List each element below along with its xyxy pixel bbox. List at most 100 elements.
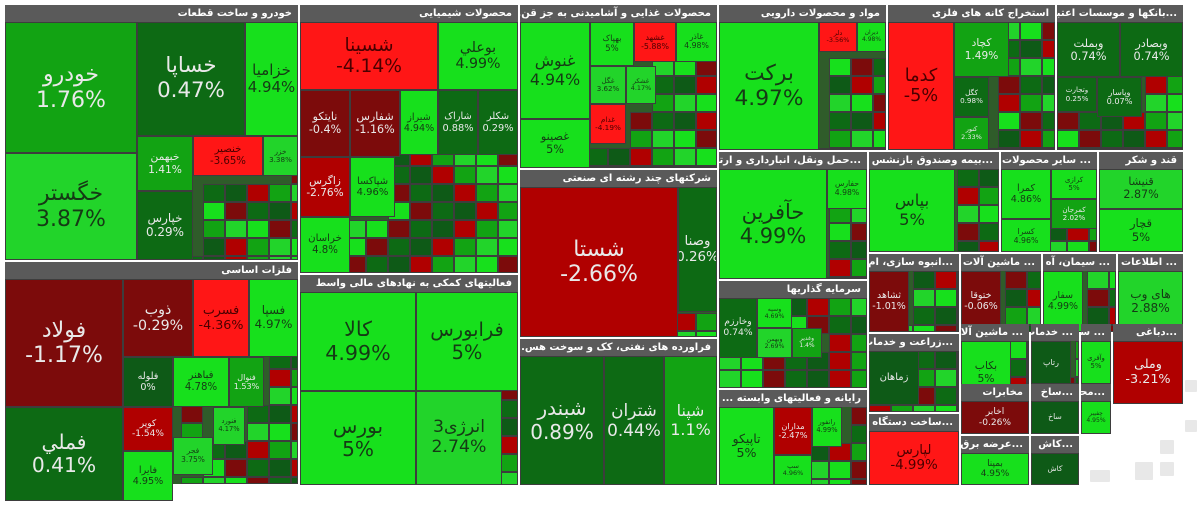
symbol-tile[interactable]: شپاکسا 4.96%	[350, 157, 395, 217]
symbol-tile[interactable]: سپ 4.96%	[774, 455, 812, 485]
minor-symbol-tile[interactable]	[454, 220, 476, 238]
minor-symbol-tile[interactable]	[935, 369, 957, 387]
minor-symbol-tile[interactable]	[181, 405, 203, 423]
symbol-tile[interactable]: خراسان 4.8%	[300, 217, 350, 273]
minor-symbol-tile[interactable]	[935, 405, 957, 412]
symbol-tile[interactable]: وتجارت 0.25%	[1057, 77, 1097, 112]
sector-block[interactable]: ... سایر محصولات کمرا 4.86% کسرا 4.96% کرازی 5…	[1001, 152, 1097, 252]
minor-symbol-tile[interactable]	[851, 130, 873, 148]
minor-symbol-tile[interactable]	[269, 477, 291, 484]
symbol-tile[interactable]: ساخ	[1031, 401, 1079, 434]
minor-symbol-tile[interactable]	[829, 277, 851, 279]
sector-block[interactable]: فراورده های نفتی، کک و سوخت هس... شبندر 0.…	[520, 339, 717, 485]
minor-symbol-tile[interactable]	[454, 202, 476, 220]
minor-symbol-tile[interactable]	[957, 169, 979, 187]
minor-symbol-tile[interactable]	[957, 241, 979, 252]
minor-symbol-tile[interactable]	[225, 184, 247, 202]
minor-symbol-tile[interactable]	[1087, 307, 1109, 325]
symbol-tile[interactable]: کدما -5%	[888, 22, 954, 150]
minor-symbol-tile[interactable]	[851, 112, 873, 130]
minor-symbol-tile[interactable]	[913, 307, 935, 325]
minor-symbol-tile[interactable]	[1123, 130, 1145, 148]
symbol-tile[interactable]: قچار 5%	[1099, 209, 1183, 252]
symbol-tile[interactable]: فنوال 1.53%	[229, 357, 264, 407]
minor-symbol-tile[interactable]	[454, 166, 476, 184]
symbol-tile[interactable]: وپاسار 0.07%	[1097, 77, 1142, 117]
minor-symbol-tile[interactable]	[979, 169, 999, 187]
minor-symbol-tile[interactable]	[957, 387, 959, 405]
minor-symbol-tile[interactable]	[807, 298, 829, 316]
minor-symbol-tile[interactable]	[1020, 76, 1042, 94]
minor-symbol-tile[interactable]	[432, 256, 454, 273]
minor-symbol-tile[interactable]	[873, 76, 886, 94]
symbol-tile[interactable]: فلوله 0%	[123, 357, 173, 407]
minor-symbol-tile[interactable]	[851, 298, 867, 316]
minor-symbol-tile[interactable]	[291, 423, 298, 441]
symbol-tile[interactable]: فرابورس 5%	[416, 292, 518, 391]
minor-symbol-tile[interactable]	[851, 241, 867, 259]
minor-symbol-tile[interactable]	[1020, 40, 1042, 58]
minor-symbol-tile[interactable]	[1020, 112, 1042, 130]
minor-symbol-tile[interactable]	[269, 369, 291, 387]
minor-symbol-tile[interactable]	[1027, 359, 1029, 377]
minor-symbol-tile[interactable]	[1020, 148, 1042, 150]
symbol-tile[interactable]: ثشاهد -1.01%	[869, 271, 909, 332]
minor-symbol-tile[interactable]	[741, 370, 763, 388]
sector-block[interactable]: ...کاش کاش	[1031, 436, 1079, 485]
symbol-tile[interactable]: سفار 4.99%	[1043, 271, 1083, 332]
minor-symbol-tile[interactable]	[851, 479, 867, 485]
minor-symbol-tile[interactable]	[203, 202, 225, 220]
minor-symbol-tile[interactable]	[366, 238, 388, 256]
minor-symbol-tile[interactable]	[247, 184, 269, 202]
symbol-tile[interactable]: زماهان	[869, 351, 919, 405]
minor-symbol-tile[interactable]	[432, 184, 454, 202]
minor-symbol-tile[interactable]	[829, 259, 851, 277]
minor-symbol-tile[interactable]	[1042, 94, 1055, 112]
minor-symbol-tile[interactable]	[247, 423, 269, 441]
minor-symbol-tile[interactable]	[291, 238, 298, 256]
symbol-tile[interactable]: کمرا 4.86%	[1001, 169, 1051, 219]
minor-symbol-tile[interactable]	[674, 112, 696, 130]
minor-symbol-tile[interactable]	[829, 334, 851, 352]
minor-symbol-tile[interactable]	[696, 112, 717, 130]
minor-symbol-tile[interactable]	[410, 166, 432, 184]
minor-symbol-tile[interactable]	[476, 238, 498, 256]
minor-symbol-tile[interactable]	[1005, 289, 1027, 307]
minor-symbol-tile[interactable]	[851, 316, 867, 334]
sector-block[interactable]: محصولات شیمیایی شسینا -4.14% بوعلي 4.99% شیرا…	[300, 5, 518, 273]
sector-block[interactable]: مخابرات اخابر -0.26%	[961, 384, 1029, 434]
symbol-tile[interactable]: بورس 5%	[300, 391, 416, 485]
symbol-tile[interactable]: وخارزم 0.74%	[719, 298, 757, 358]
symbol-tile[interactable]: وغدیر 1.4%	[792, 328, 822, 358]
symbol-tile[interactable]: ذوب -0.29%	[123, 279, 193, 357]
minor-symbol-tile[interactable]	[203, 477, 225, 484]
minor-symbol-tile[interactable]	[1109, 307, 1116, 325]
symbol-tile[interactable]: حآفرین 4.99%	[719, 169, 827, 279]
symbol-tile[interactable]: اخابر -0.26%	[961, 401, 1029, 434]
symbol-tile[interactable]: خگستر 3.87%	[5, 153, 137, 260]
symbol-tile[interactable]: کالا 4.99%	[300, 292, 416, 391]
minor-symbol-tile[interactable]	[913, 325, 935, 332]
minor-symbol-tile[interactable]	[851, 223, 867, 241]
minor-symbol-tile[interactable]	[913, 405, 935, 412]
minor-symbol-tile[interactable]	[247, 256, 269, 260]
symbol-tile[interactable]: شتران 0.44%	[604, 356, 664, 485]
minor-symbol-tile[interactable]	[1075, 377, 1079, 384]
symbol-tile[interactable]: خساپا 0.47%	[137, 22, 245, 136]
minor-symbol-tile[interactable]	[873, 148, 886, 150]
minor-symbol-tile[interactable]	[630, 148, 652, 166]
minor-symbol-tile[interactable]	[432, 238, 454, 256]
symbol-tile[interactable]: نایتکو -0.4%	[300, 90, 350, 157]
minor-symbol-tile[interactable]	[269, 459, 291, 477]
symbol-tile[interactable]: دلر -3.56%	[819, 22, 857, 52]
minor-symbol-tile[interactable]	[1123, 148, 1145, 150]
minor-symbol-tile[interactable]	[498, 220, 518, 238]
symbol-tile[interactable]: فباهنر 4.78%	[173, 357, 229, 407]
minor-symbol-tile[interactable]	[1167, 112, 1183, 130]
symbol-tile[interactable]: بمپنا 4.95%	[961, 453, 1029, 485]
minor-symbol-tile[interactable]	[247, 405, 269, 423]
minor-symbol-tile[interactable]	[652, 112, 674, 130]
symbol-tile[interactable]: شبندر 0.89%	[520, 356, 604, 485]
minor-symbol-tile[interactable]	[1101, 130, 1123, 148]
